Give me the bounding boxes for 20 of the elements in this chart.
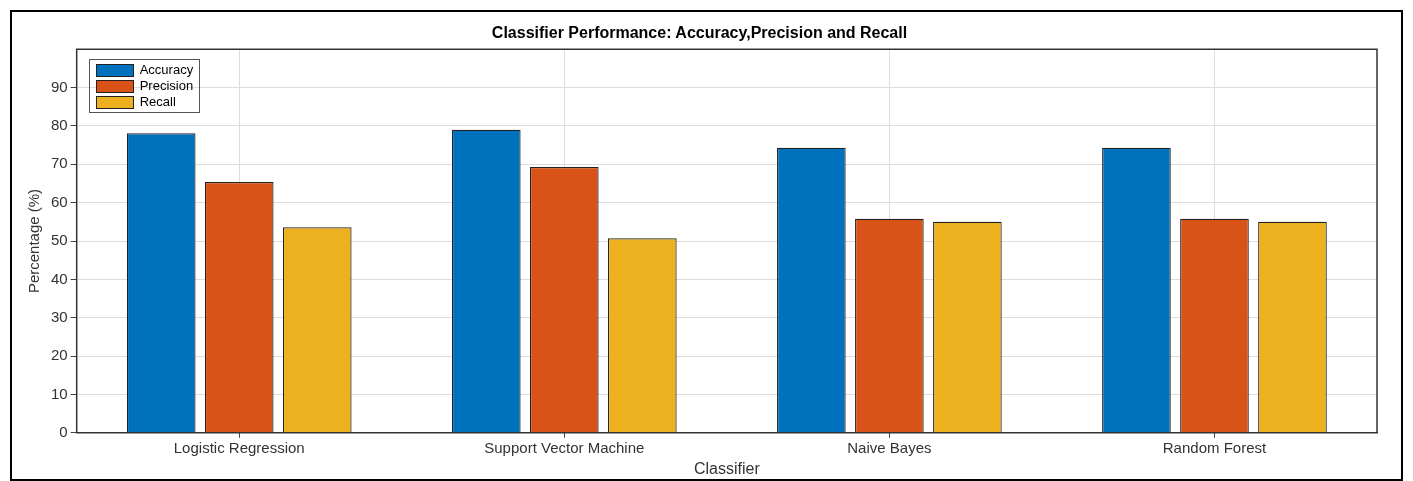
x-tick-label: Random Forest bbox=[1162, 438, 1267, 456]
y-tick-label: 50 bbox=[51, 231, 68, 249]
y-axis-title: Percentage (%) bbox=[25, 188, 43, 294]
y-tick-label: 80 bbox=[51, 116, 68, 134]
x-axis-title: Classifier bbox=[693, 459, 761, 477]
x-tick-label: Support Vector Machine bbox=[484, 438, 645, 456]
legend-label: Recall bbox=[139, 94, 176, 111]
y-tick-label: 40 bbox=[51, 269, 68, 287]
y-tick-label: 70 bbox=[51, 154, 68, 172]
y-tick-label: 90 bbox=[51, 77, 68, 95]
x-tick-label: Naive Bayes bbox=[847, 438, 932, 456]
y-tick-label: 20 bbox=[51, 346, 68, 364]
y-tick-label: 10 bbox=[51, 384, 68, 402]
legend-label: Accuracy bbox=[139, 62, 194, 79]
y-tick-label: 0 bbox=[59, 422, 68, 440]
x-tick-label: Logistic Regression bbox=[173, 438, 305, 456]
y-tick-label: 30 bbox=[51, 307, 68, 325]
legend-label: Precision bbox=[139, 78, 194, 95]
y-tick-label: 60 bbox=[51, 192, 68, 210]
chart-title: Classifier Performance: Accuracy,Precision and Recall bbox=[491, 24, 908, 42]
